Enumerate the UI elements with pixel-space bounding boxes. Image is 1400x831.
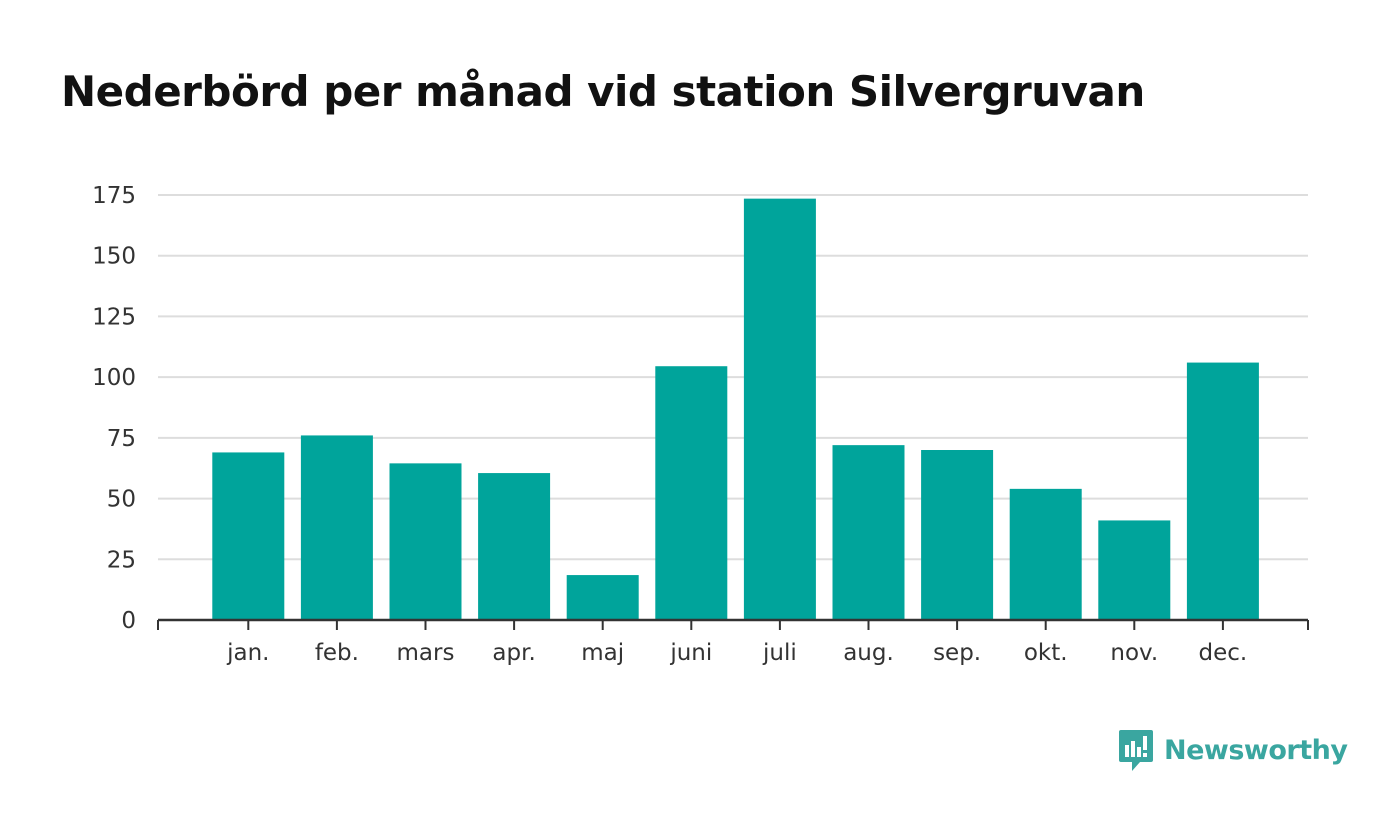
x-tick-label: sep. [933, 640, 981, 666]
brand-logo: Newsworthy [1118, 726, 1348, 774]
bar [478, 473, 551, 620]
bar [743, 198, 816, 620]
y-tick-label: 150 [92, 244, 136, 270]
bar [389, 463, 462, 620]
bar [300, 435, 373, 620]
tick-labels: 0 25 50 75 100 125 150 175 jan. feb. mars apr. maj ju… [92, 183, 1247, 666]
newsworthy-logo-icon [1119, 730, 1153, 771]
bar [566, 575, 639, 620]
bars [212, 198, 1259, 620]
y-tick-label: 50 [107, 487, 136, 513]
x-tick-label: juli [762, 640, 797, 666]
y-tick-label: 0 [121, 608, 136, 634]
x-tick-label: aug. [843, 640, 894, 666]
bar-chart: 0 25 50 75 100 125 150 175 jan. feb. mars apr. maj ju… [92, 183, 1309, 666]
brand-name: Newsworthy [1164, 734, 1348, 766]
y-tick-label: 175 [92, 183, 136, 209]
axes [157, 618, 1309, 630]
bar [1186, 362, 1259, 620]
bar [655, 366, 728, 620]
x-tick-label: apr. [492, 640, 535, 666]
chart-title: Nederbörd per månad vid station Silvergr… [61, 67, 1145, 116]
bar [921, 450, 994, 620]
bar [212, 452, 285, 620]
y-tick-label: 25 [107, 547, 136, 573]
x-tick-label: jan. [226, 640, 269, 666]
x-tick-label: nov. [1110, 640, 1158, 666]
x-tick-label: juni [669, 640, 712, 666]
x-tick-label: mars [397, 640, 455, 666]
x-tick-label: maj [581, 640, 624, 666]
y-tick-label: 100 [92, 365, 136, 391]
bar [1098, 520, 1171, 620]
bar [832, 445, 905, 620]
bar [1009, 488, 1082, 620]
y-tick-label: 125 [92, 304, 136, 330]
x-tick-label: dec. [1199, 640, 1248, 666]
x-tick-label: okt. [1024, 640, 1068, 666]
x-tick-label: feb. [315, 640, 359, 666]
y-tick-label: 75 [107, 426, 136, 452]
